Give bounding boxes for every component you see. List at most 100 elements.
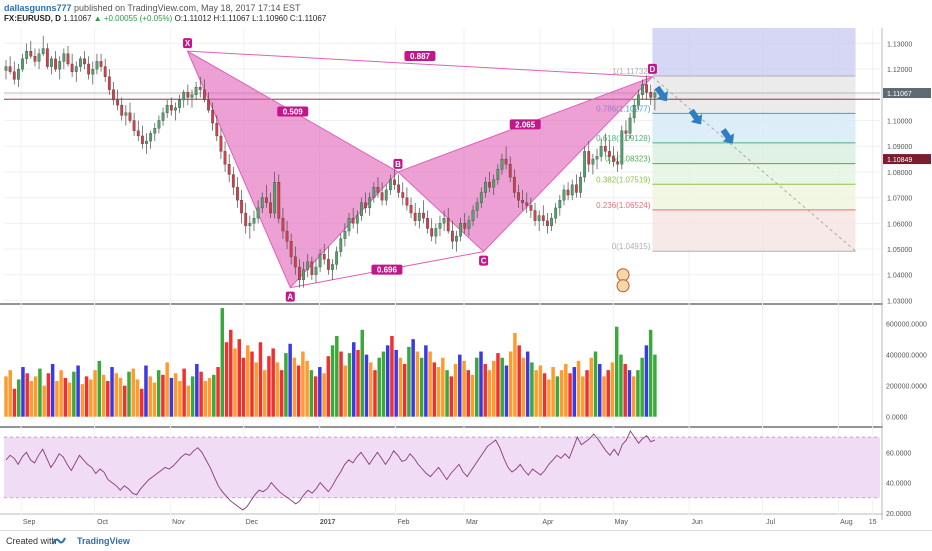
candle-body [467, 220, 471, 229]
volume-bar [500, 357, 504, 417]
volume-bar [364, 354, 369, 417]
secondary-price-tag [883, 154, 931, 165]
chart-header: dallasgunns777 published on TradingView.… [0, 0, 932, 26]
volume-bar [598, 363, 602, 417]
candle-body [240, 200, 243, 214]
volume-bar [572, 367, 577, 417]
volume-bar [229, 329, 233, 417]
volume-bar [547, 379, 551, 417]
harmonic-pattern[interactable] [186, 49, 653, 289]
arrow-shape [720, 128, 735, 144]
candle-body [471, 210, 475, 221]
candle-body [33, 56, 37, 62]
volume-bar [72, 371, 76, 417]
volume-bar [258, 342, 263, 417]
symbol-label[interactable]: FX:EURUSD, D [4, 14, 61, 23]
candle-body [649, 92, 653, 98]
volume-bar [568, 373, 572, 417]
volume-bar [186, 385, 191, 417]
rsi-indicator [4, 430, 880, 511]
volume-bar [199, 371, 203, 417]
candle-body [417, 212, 421, 221]
volume-bar [347, 353, 352, 417]
chart-canvas[interactable]: 1(1.11732) 0.786(1.10277) 0.618(1.09128) 0.… [0, 0, 932, 530]
volume-tick-label: 0.0000 [886, 415, 908, 422]
price-change: ▲ +0.00055 (+0.05%) [93, 14, 173, 23]
candle-body [174, 107, 177, 111]
volume-bar [470, 374, 475, 417]
volume-bar [644, 345, 649, 417]
fib-level-label: 0.786(1.10277) [596, 104, 651, 113]
point-label-a: A [287, 293, 293, 302]
candle-body [566, 189, 570, 196]
candle-body [587, 151, 591, 165]
volume-bar [402, 363, 407, 417]
candle-body [583, 151, 587, 178]
down-arrow-icon [720, 128, 735, 144]
price-tick-label: 1.09000 [887, 144, 912, 151]
volume-bar [139, 388, 144, 417]
author-link[interactable]: dallasgunns777 [4, 3, 72, 13]
candle-body [248, 223, 252, 227]
candle-body [401, 192, 405, 198]
volume-bar [313, 376, 318, 417]
tradingview-logo-icon [52, 537, 66, 545]
published-text: published on TradingView.com, May 18, 20… [74, 3, 301, 13]
volume-bar [335, 336, 339, 417]
volume-bar [504, 365, 509, 417]
candle-body [29, 50, 33, 57]
volume-bar [190, 376, 195, 417]
volume-bar [63, 377, 68, 417]
pattern-labels: X A B C D 0.887 0.509 2.065 0.696 [183, 38, 856, 302]
candle-body [132, 120, 136, 131]
volume-bar [241, 357, 246, 417]
volume-bar [564, 363, 568, 417]
volume-bar [97, 360, 102, 417]
candle-body [153, 128, 157, 134]
volume-bar [640, 357, 644, 417]
volume-bar [339, 351, 343, 417]
volume-bar [373, 370, 377, 417]
fib-retracement[interactable]: 1(1.11732) 0.786(1.10277) 0.618(1.09128) 0.… [4, 28, 880, 252]
volume-bar [25, 373, 29, 417]
fib-zone [652, 209, 856, 252]
volume-bar [216, 367, 220, 417]
time-tick-label: Mar [466, 519, 479, 526]
volume-bar [483, 363, 487, 417]
projection-line [652, 76, 856, 252]
candle-body [62, 53, 66, 62]
fib-level-label: 0.236(1.06524) [596, 201, 651, 210]
volume-tick-label: 200000.0000 [886, 384, 927, 391]
rsi-tick-label: 60.0000 [886, 450, 911, 457]
tradingview-link[interactable]: TradingView [77, 536, 130, 546]
volume-bar [390, 336, 394, 417]
point-label-c-bg [479, 255, 489, 266]
volume-bar [267, 356, 271, 417]
candle-body [331, 264, 334, 270]
candle-body [343, 230, 347, 239]
candle-body [554, 207, 558, 219]
volume-bar [394, 349, 398, 417]
candle-body [525, 202, 529, 206]
candle-body [488, 182, 491, 188]
candle-body [550, 218, 553, 227]
volume-bar [326, 356, 331, 417]
time-tick-label: 15 [869, 519, 877, 526]
candle-body [107, 76, 111, 90]
candle-body [223, 151, 227, 165]
candle-body [236, 187, 239, 201]
price-tick-label: 1.03000 [887, 298, 912, 305]
volume-bar [8, 370, 12, 417]
candle-body [455, 236, 458, 242]
volume-bar [538, 365, 543, 417]
candle-body [653, 92, 657, 98]
candle-body [636, 94, 640, 106]
price-candles [4, 35, 657, 288]
volume-bar [593, 351, 598, 417]
candle-body [178, 99, 181, 108]
candle-body [603, 146, 607, 152]
candle-body [194, 86, 198, 95]
candle-body [335, 251, 339, 265]
candle-body [628, 117, 632, 134]
candle-body [202, 89, 206, 101]
